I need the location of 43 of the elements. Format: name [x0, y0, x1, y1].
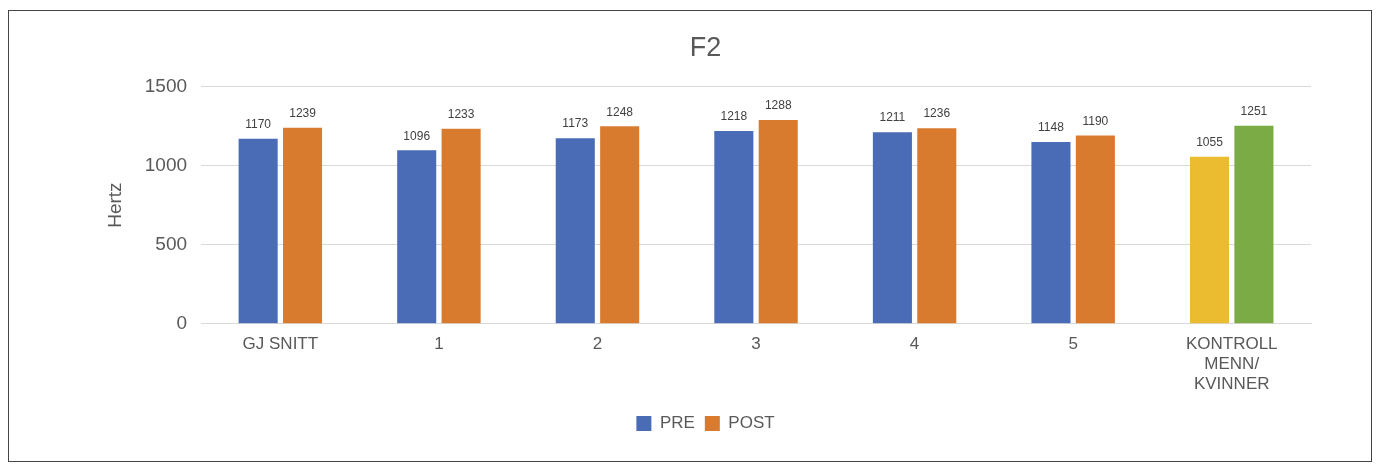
data-label: 1239 [289, 106, 317, 121]
data-label: 1233 [447, 106, 475, 121]
x-tick-label: 3 [751, 333, 761, 353]
bar [238, 138, 278, 324]
x-tick-label: 2 [592, 333, 603, 353]
y-tick-label: 1500 [144, 74, 188, 96]
bar [714, 131, 754, 324]
bar [1234, 125, 1274, 324]
bar [600, 126, 640, 324]
data-label: 1236 [923, 106, 951, 121]
bar [917, 128, 957, 324]
bar [283, 127, 323, 324]
x-tick-label: GJ SNITT [242, 333, 319, 353]
x-tick-label: 5 [1068, 333, 1078, 353]
data-label: 1288 [764, 98, 792, 113]
data-label: 1096 [403, 128, 431, 143]
bar [758, 119, 798, 324]
legend-label: POST [728, 413, 775, 433]
y-tick-label: 0 [176, 312, 188, 334]
y-axis-title: Hertz [103, 182, 125, 228]
data-label: 1148 [1038, 120, 1065, 135]
data-label: 1251 [1240, 104, 1268, 119]
legend-label: PRE [659, 413, 695, 433]
data-label: 1170 [245, 116, 272, 131]
bar [555, 138, 595, 324]
x-tick-label: 1 [434, 333, 444, 353]
x-tick-label: 4 [909, 333, 920, 353]
data-label: 1218 [720, 109, 748, 124]
x-tick-label: KONTROLL MENN/ KVINNER [1185, 333, 1278, 394]
data-label: 1173 [562, 116, 589, 131]
bar [1031, 142, 1071, 324]
bar [441, 128, 481, 324]
bar [1075, 135, 1115, 324]
bar [1189, 156, 1230, 324]
data-label: 1190 [1082, 113, 1109, 128]
y-tick-label: 1000 [144, 153, 188, 175]
data-label: 1248 [606, 104, 634, 119]
data-label: 1211 [879, 110, 906, 125]
chart-title: F2 [689, 31, 722, 62]
y-tick-label: 500 [155, 232, 188, 254]
bar [397, 150, 437, 324]
data-label: 1055 [1196, 135, 1224, 150]
bar [872, 132, 912, 324]
